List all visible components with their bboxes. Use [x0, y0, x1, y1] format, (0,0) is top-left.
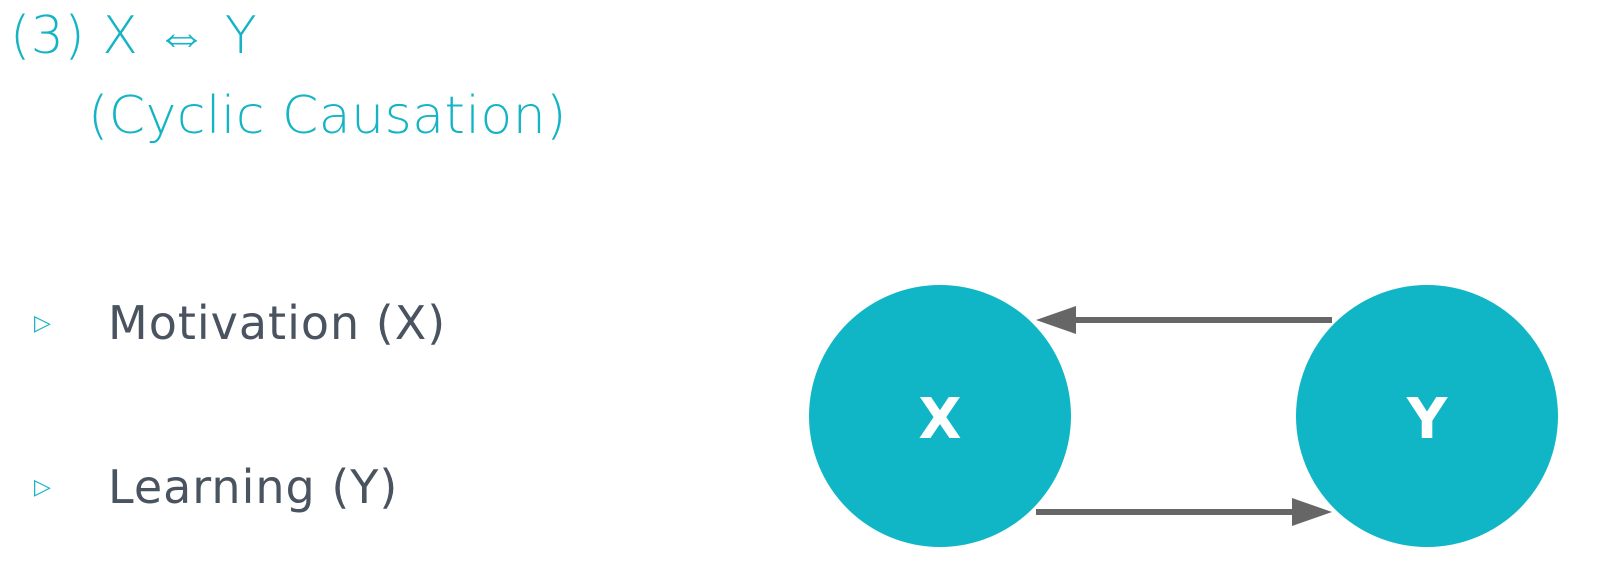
- bullet-list: ▷ Motivation (X) ▷ Learning (Y): [0, 0, 700, 569]
- node-y-label: Y: [1406, 387, 1449, 452]
- bullet-text: Motivation (X): [108, 296, 447, 350]
- node-x-label: X: [918, 387, 961, 452]
- edge-y-to-x-arrow: [1036, 306, 1332, 334]
- node-x: [809, 285, 1071, 547]
- bullet-item-motivation: ▷ Motivation (X): [34, 296, 446, 350]
- triangle-bullet-icon: ▷: [34, 474, 51, 500]
- bullet-text: Learning (Y): [108, 460, 399, 514]
- triangle-bullet-icon: ▷: [34, 310, 51, 336]
- slide-subtitle: (Cyclic Causation): [88, 86, 567, 146]
- slide-title: (3) X ⇔ Y: [10, 6, 258, 66]
- edge-x-to-y-arrow: [1036, 498, 1332, 526]
- bullet-item-learning: ▷ Learning (Y): [34, 460, 398, 514]
- node-y: [1296, 285, 1558, 547]
